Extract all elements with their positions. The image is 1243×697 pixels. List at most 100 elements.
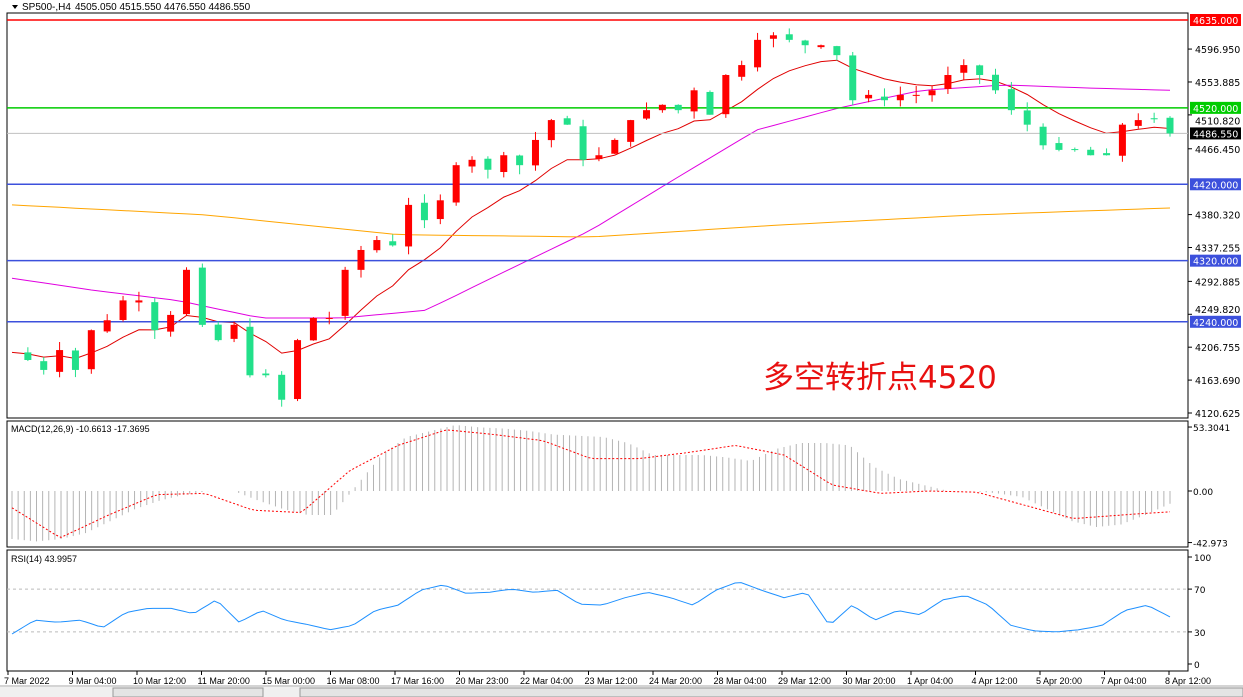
rsi-panel-frame [6,549,1189,672]
candle-body [262,373,270,376]
candle-body [1103,153,1111,156]
candle-body [880,96,888,101]
candle-body [976,65,984,76]
candle-body [849,55,857,101]
chart-tab[interactable] [112,687,264,697]
candle-body [436,200,444,220]
chart-title: SP500-,H4 [22,2,71,13]
price-tick-label: 4120.625 [1195,409,1240,420]
macd-tick-label: -42.973 [1193,540,1228,550]
price-tick-label: 4206.755 [1195,343,1240,354]
candle-body [484,158,492,170]
level-label: 4420.000 [1193,180,1238,191]
candle-body [595,155,603,160]
candle-body [992,74,1000,91]
candle-body [738,65,746,77]
candle-body [119,300,127,320]
macd-panel-frame [6,420,1189,548]
time-tick-label: 5 Apr 20:00 [1036,676,1082,686]
level-label: 4520.000 [1193,104,1238,115]
collapse-triangle-icon[interactable] [12,5,18,9]
candle-body [24,352,32,360]
candle-body [87,330,95,370]
candle-body [198,267,206,325]
candle-body [1023,110,1031,125]
level-tag [1190,101,1241,114]
candle-body [1007,89,1015,111]
level-label: 4320.000 [1193,257,1238,268]
price-panel-frame [6,12,1189,419]
candle-body [214,324,222,341]
candle-body [341,269,349,316]
price-tick-label: 4466.450 [1195,145,1240,156]
time-tick-label: 28 Mar 04:00 [714,676,767,686]
price-tick-label: 4596.950 [1195,45,1240,56]
candle-body [722,75,730,115]
ohlc-readout: 4505.050 4515.550 4476.550 4486.550 [75,2,251,13]
candle-body [151,302,159,331]
ma-slow-line [11,204,1171,238]
macd-title: MACD(12,26,9) -10.6613 -17.3695 [11,424,150,434]
rsi-indicator [7,582,1188,635]
candle-body [167,314,175,332]
candle-body [563,118,571,125]
candle-body [1055,143,1063,150]
price-tick-label: 4553.885 [1195,78,1240,89]
current-price-label: 4486.550 [1193,129,1238,140]
candle-body [278,374,286,400]
candle-body [531,139,539,166]
candle-body [547,120,555,141]
candle-body [56,350,64,372]
macd-indicator [11,425,1171,542]
time-tick-label: 8 Apr 12:00 [1165,676,1211,686]
level-tag [1190,178,1241,191]
candle-body [1118,124,1126,156]
rsi-tick-label: 100 [1194,554,1211,564]
time-tick-label: 23 Mar 12:00 [585,676,638,686]
candle-body [1071,149,1079,151]
candle-body [690,90,698,112]
level-label: 4240.000 [1193,318,1238,329]
horizontal-scrollbar[interactable] [299,687,1243,697]
candle-body [627,120,635,142]
axes: 4635.000 4520.000 4420.000 4320.000 4240.000… [4,14,1241,686]
price-tick-label: 4380.320 [1195,211,1240,222]
macd-tick-label: 0.00 [1193,488,1213,498]
current-price-tag [1190,127,1241,140]
candle-body [579,126,587,160]
annotation-text: 多空转折点4520 [763,360,997,396]
level-tag [1190,315,1241,328]
candle-body [325,317,333,319]
time-tick-label: 7 Mar 2022 [4,676,50,686]
candle-body [801,40,809,46]
time-tick-label: 7 Apr 04:00 [1101,676,1147,686]
time-tick-label: 15 Mar 00:00 [262,676,315,686]
time-tick-label: 1 Apr 04:00 [907,676,953,686]
candle-body [500,155,508,173]
time-tick-label: 24 Mar 20:00 [649,676,702,686]
price-tick-label: 4249.820 [1195,305,1240,316]
candle-body [71,350,79,370]
candle-body [611,139,619,154]
price-tick-label: 4510.820 [1195,116,1240,127]
candle-body [246,326,254,376]
price-tick-label: 4292.885 [1195,277,1240,288]
candle-body [674,104,682,111]
candle-body [135,300,143,303]
candle-body [373,240,381,251]
time-tick-label: 22 Mar 04:00 [520,676,573,686]
candle-body [658,104,666,111]
candle-body [1134,120,1142,126]
candle-body [405,204,413,247]
level-tag [1190,14,1241,26]
time-tick-label: 4 Apr 12:00 [972,676,1018,686]
candle-body [1039,126,1047,146]
candle-body [960,65,968,73]
rsi-tick-label: 30 [1194,629,1206,639]
candle-body [182,269,190,315]
candle-body [865,94,873,99]
rsi-tick-label: 70 [1194,586,1206,596]
time-tick-label: 16 Mar 08:00 [327,676,380,686]
time-tick-label: 20 Mar 23:00 [456,676,509,686]
